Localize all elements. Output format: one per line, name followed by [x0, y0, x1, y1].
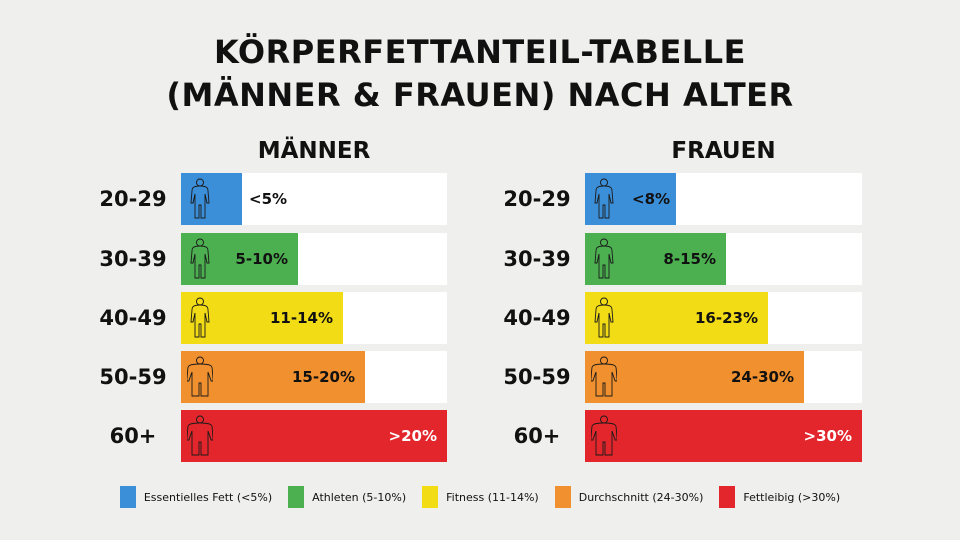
legend-item: Athleten (5-10%)	[288, 486, 406, 508]
bar-fill: >20%	[181, 410, 447, 462]
bar-fill: >30%	[585, 410, 862, 462]
bar-track: >30%	[585, 410, 862, 462]
column-header-men: MÄNNER	[257, 138, 371, 164]
bar-track: 11-14%	[181, 292, 447, 344]
slim-person-icon	[591, 178, 617, 220]
bar-fill: 15-20%	[181, 351, 365, 403]
bar-track: <5%	[181, 173, 447, 225]
average-person-icon	[591, 297, 617, 339]
age-label: 20-29	[503, 187, 571, 211]
column-header-women: FRAUEN	[671, 138, 776, 164]
legend-swatch	[422, 486, 439, 508]
chart-title-line-1: KÖRPERFETTANTEIL-TABELLE	[214, 33, 746, 71]
age-label: 60+	[109, 424, 157, 448]
legend-label: Essentielles Fett (<5%)	[143, 490, 273, 504]
age-label: 40-49	[503, 306, 571, 330]
bar-track: 5-10%	[181, 233, 447, 285]
bar-value-label: <8%	[632, 190, 671, 208]
bar-value-label: <5%	[249, 190, 288, 208]
bar-fill: 8-15%	[585, 233, 726, 285]
legend-item: Fettleibig (>30%)	[719, 486, 840, 508]
legend-item: Essentielles Fett (<5%)	[119, 486, 273, 508]
average-person-icon	[187, 297, 213, 339]
stocky-person-icon	[186, 356, 214, 398]
legend-label: Fettleibig (>30%)	[743, 490, 841, 504]
bar-value-label: >20%	[388, 427, 437, 445]
legend-swatch	[288, 486, 305, 508]
bar-fill: <8%	[585, 173, 676, 225]
legend-swatch	[554, 486, 571, 508]
bar-fill: 11-14%	[181, 292, 343, 344]
obese-person-icon	[186, 415, 214, 457]
age-label: 60+	[513, 424, 561, 448]
legend-label: Durchschnitt (24-30%)	[578, 490, 704, 504]
bar-track: <8%	[585, 173, 862, 225]
age-label: 40-49	[99, 306, 167, 330]
legend-label: Athleten (5-10%)	[312, 490, 407, 504]
bar-fill: 24-30%	[585, 351, 804, 403]
bar-track: 24-30%	[585, 351, 862, 403]
age-label: 50-59	[99, 365, 167, 389]
bar-value-label: 16-23%	[694, 309, 758, 327]
legend: Essentielles Fett (<5%) Athleten (5-10%) F…	[0, 486, 960, 508]
bar-fill: 5-10%	[181, 233, 298, 285]
slim-person-icon	[187, 178, 213, 220]
bar-value-label: 5-10%	[235, 250, 288, 268]
bar-fill	[181, 173, 242, 225]
bar-track: 16-23%	[585, 292, 862, 344]
legend-item: Durchschnitt (24-30%)	[554, 486, 704, 508]
legend-swatch	[719, 486, 736, 508]
bar-track: 15-20%	[181, 351, 447, 403]
legend-label: Fitness (11-14%)	[446, 490, 539, 504]
bar-value-label: 15-20%	[291, 368, 355, 386]
athletic-person-icon	[591, 238, 617, 280]
legend-item: Fitness (11-14%)	[422, 486, 539, 508]
bar-track: 8-15%	[585, 233, 862, 285]
bar-track: >20%	[181, 410, 447, 462]
bar-value-label: 11-14%	[269, 309, 333, 327]
chart-title-line-2: (MÄNNER & FRAUEN) NACH ALTER	[166, 76, 794, 114]
age-label: 30-39	[99, 247, 167, 271]
bar-value-label: >30%	[803, 427, 852, 445]
bar-value-label: 24-30%	[730, 368, 794, 386]
bar-value-label: 8-15%	[663, 250, 716, 268]
legend-swatch	[119, 486, 136, 508]
age-label: 20-29	[99, 187, 167, 211]
age-label: 30-39	[503, 247, 571, 271]
stocky-person-icon	[590, 356, 618, 398]
bar-fill: 16-23%	[585, 292, 768, 344]
obese-person-icon	[590, 415, 618, 457]
age-label: 50-59	[503, 365, 571, 389]
athletic-person-icon	[187, 238, 213, 280]
